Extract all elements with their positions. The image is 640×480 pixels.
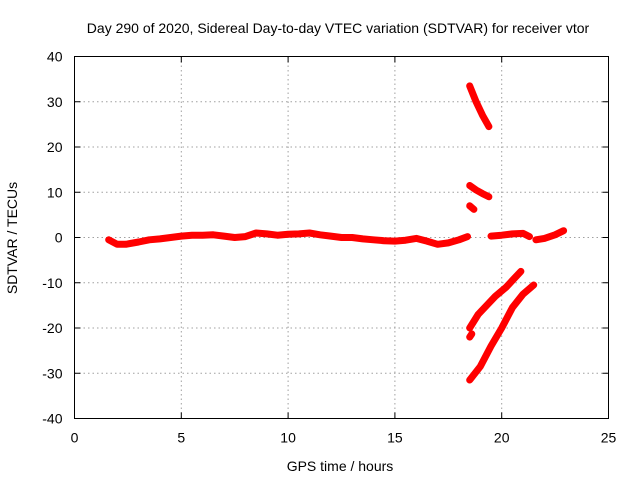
axis-ticks: 0 5 10 15 20 25 -40 -30 -20 -10 0 10 20 30 40	[42, 49, 616, 446]
y-tick-label: -10	[42, 275, 62, 291]
x-tick-label: 25	[601, 430, 617, 446]
x-tick-label: 5	[177, 430, 185, 446]
data-series-2	[487, 229, 533, 241]
y-tick-label: 0	[55, 230, 63, 246]
data-series-1	[105, 229, 471, 248]
data-series-7	[466, 267, 525, 332]
y-tick-label: 10	[47, 184, 63, 200]
x-tick-label: 10	[280, 430, 296, 446]
y-tick-label: -40	[42, 411, 62, 427]
y-tick-label: -20	[42, 320, 62, 336]
y-tick-label: 30	[47, 94, 63, 110]
y-tick-label: 20	[47, 139, 63, 155]
data-series-5	[466, 182, 493, 201]
y-axis-label: SDTVAR / TECUs	[4, 182, 20, 294]
chart-title: Day 290 of 2020, Sidereal Day-to-day VTE…	[87, 20, 590, 36]
data-series-group	[105, 82, 568, 384]
data-series-4	[466, 82, 493, 131]
y-tick-label: 40	[47, 49, 63, 65]
x-tick-label: 0	[71, 430, 79, 446]
y-tick-label: -30	[42, 365, 62, 381]
data-series-8	[466, 330, 476, 341]
data-series-3	[532, 227, 568, 244]
x-axis-label: GPS time / hours	[287, 458, 394, 474]
x-tick-label: 15	[387, 430, 403, 446]
data-series-6	[466, 202, 478, 213]
data-series-9	[466, 281, 538, 384]
x-tick-label: 20	[494, 430, 510, 446]
